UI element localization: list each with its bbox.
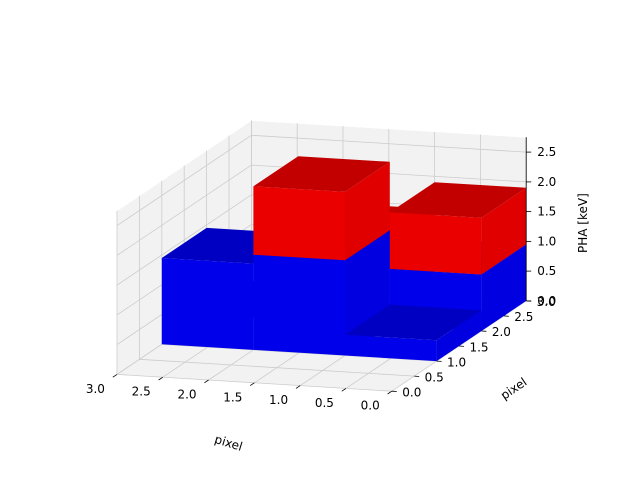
z-tick-label: 2.0 [537, 175, 556, 189]
tick-mark [387, 390, 393, 395]
y-tick-label: 0.5 [425, 370, 444, 384]
x-tick-label: 2.5 [132, 385, 151, 399]
y-tick-label: 1.5 [469, 340, 488, 354]
z-tick-label: 2.5 [537, 145, 556, 159]
tick-mark [112, 374, 118, 378]
bar-front-face [345, 334, 437, 362]
tick-marks [112, 137, 532, 395]
x-tick-label: 2.0 [177, 388, 196, 402]
bar-front-face [161, 258, 254, 350]
grid-line-left-z [116, 164, 252, 256]
tick-mark [249, 382, 255, 386]
y-tick-label: 1.0 [447, 355, 466, 369]
bar-top-x1-y1 [253, 156, 390, 261]
z-tick-label: 0.5 [537, 264, 556, 278]
bar-side-face [436, 310, 482, 362]
tick-mark [158, 376, 164, 381]
y-tick-label: 3.0 [537, 295, 556, 309]
bar-top-face [253, 156, 390, 192]
bar-top-face [389, 182, 527, 218]
y-tick-label: 0.0 [402, 385, 421, 399]
x-tick-label: 3.0 [86, 382, 105, 396]
bar-front-face [253, 254, 345, 356]
tick-mark [341, 388, 347, 392]
grid-line-floor-y [139, 358, 415, 377]
z-tick-label: 1.0 [537, 234, 556, 248]
bar-side-face [481, 187, 527, 275]
y-tick-label: 2.5 [514, 310, 533, 324]
bar-front-face [253, 186, 345, 261]
x-tick-label: 0.0 [361, 399, 380, 413]
bar-side-face [481, 244, 527, 331]
x-axis-label: pixel [213, 432, 244, 454]
tick-mark [204, 379, 209, 384]
bar-top-x0-y2 [389, 182, 527, 275]
x-tick-label: 1.0 [269, 393, 288, 407]
y-tick-label: 2.0 [492, 325, 511, 339]
z-axis-label: PHA [keV] [576, 193, 590, 253]
bar-top-face [345, 304, 482, 341]
z-tick-label: 0.0 [537, 294, 556, 308]
z-tick-label: 1.5 [537, 205, 556, 219]
tick-mark [295, 385, 301, 389]
bar-side-face [345, 161, 390, 261]
x-tick-label: 0.5 [315, 396, 334, 410]
bar-base-x0-y1 [345, 304, 482, 362]
x-tick-label: 1.5 [223, 390, 242, 404]
bars [161, 156, 527, 362]
grid-line-back-z [251, 134, 527, 153]
grid-line-left-z [116, 134, 252, 226]
bar-front-face [389, 212, 482, 275]
grid-line-left-z [116, 194, 252, 286]
tick-labels: 0.00.51.01.52.02.53.0 0.00.51.01.52.02.53… [86, 145, 556, 413]
y-axis-label: pixel [498, 375, 529, 402]
